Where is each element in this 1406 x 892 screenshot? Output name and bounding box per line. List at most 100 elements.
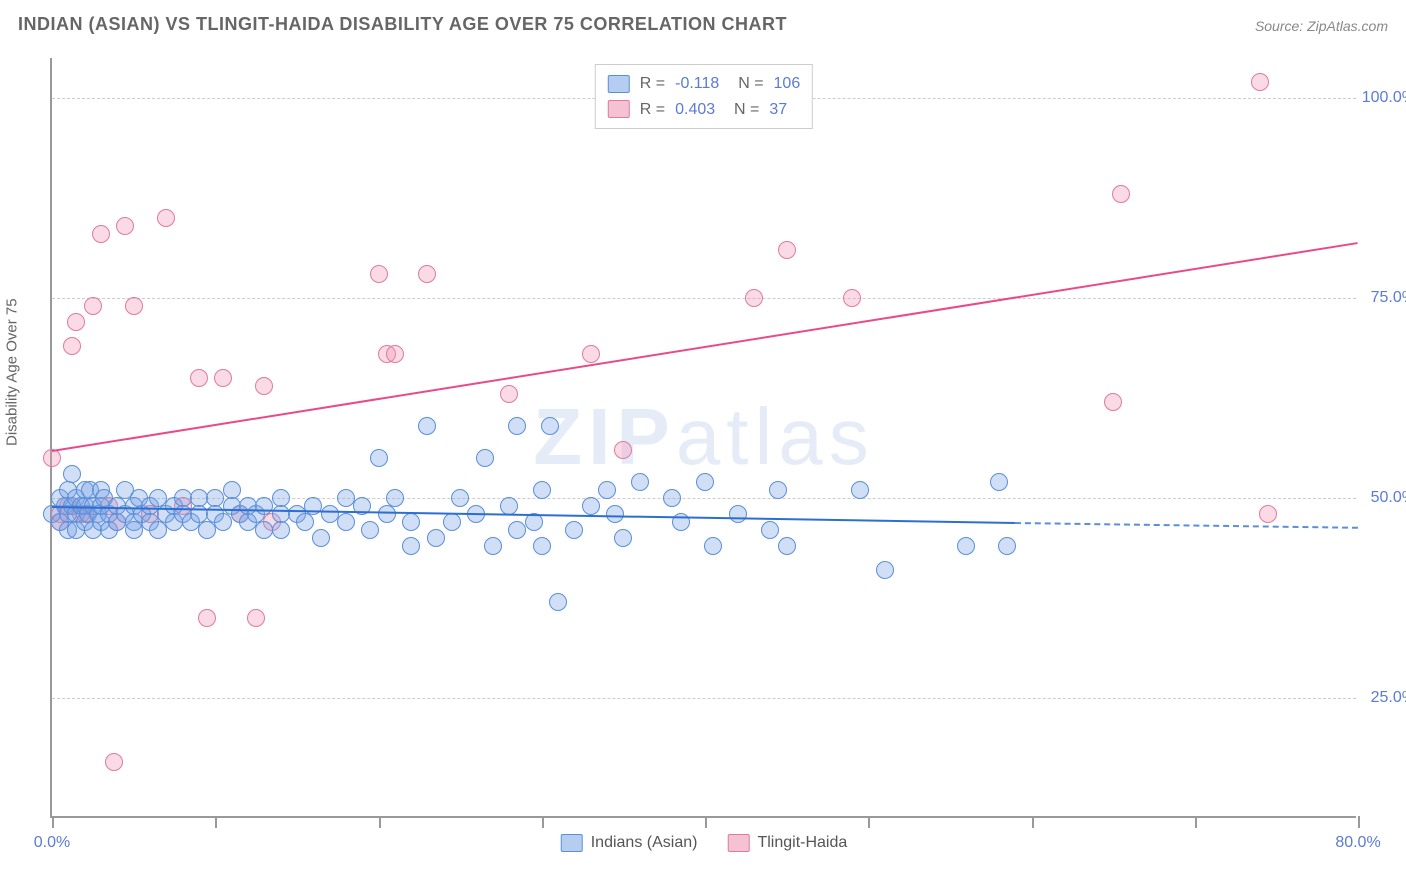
data-point xyxy=(116,217,134,235)
data-point xyxy=(508,417,526,435)
data-point xyxy=(255,521,273,539)
x-tick xyxy=(1358,816,1360,828)
r-value: -0.118 xyxy=(675,71,719,97)
data-point xyxy=(876,561,894,579)
y-tick-label: 100.0% xyxy=(1362,89,1406,107)
data-point xyxy=(541,417,559,435)
data-point xyxy=(370,265,388,283)
data-point xyxy=(484,537,502,555)
legend-item: Tlingit-Haida xyxy=(727,834,847,852)
series-name: Indians (Asian) xyxy=(591,834,698,852)
y-tick-label: 50.0% xyxy=(1371,489,1406,507)
x-tick xyxy=(868,816,870,828)
data-point xyxy=(337,489,355,507)
data-point xyxy=(157,209,175,227)
data-point xyxy=(614,441,632,459)
n-value: 37 xyxy=(769,97,787,123)
data-point xyxy=(451,489,469,507)
data-point xyxy=(296,513,314,531)
x-tick xyxy=(705,816,707,828)
data-point xyxy=(418,265,436,283)
data-point xyxy=(990,473,1008,491)
r-value: 0.403 xyxy=(675,97,715,123)
plot-area: ZIPatlas R = -0.118 N = 106 R = 0.403 N … xyxy=(50,58,1356,818)
data-point xyxy=(663,489,681,507)
data-point xyxy=(198,521,216,539)
data-point xyxy=(549,593,567,611)
data-point xyxy=(214,369,232,387)
data-point xyxy=(92,225,110,243)
gridline xyxy=(52,698,1356,699)
data-point xyxy=(533,537,551,555)
n-label: N = xyxy=(729,71,763,97)
data-point xyxy=(761,521,779,539)
data-point xyxy=(386,345,404,363)
data-point xyxy=(843,289,861,307)
data-point xyxy=(255,377,273,395)
data-point xyxy=(361,521,379,539)
x-tick xyxy=(542,816,544,828)
data-point xyxy=(1259,505,1277,523)
legend-stats: R = -0.118 N = 106 R = 0.403 N = 37 xyxy=(595,64,813,129)
data-point xyxy=(402,513,420,531)
data-point xyxy=(402,537,420,555)
data-point xyxy=(418,417,436,435)
data-point xyxy=(851,481,869,499)
data-point xyxy=(729,505,747,523)
trendline xyxy=(1015,522,1358,529)
data-point xyxy=(149,521,167,539)
trendline xyxy=(52,242,1358,452)
x-tick-label: 80.0% xyxy=(1335,834,1380,852)
data-point xyxy=(582,497,600,515)
data-point xyxy=(582,345,600,363)
data-point xyxy=(427,529,445,547)
data-point xyxy=(704,537,722,555)
data-point xyxy=(272,521,290,539)
data-point xyxy=(214,513,232,531)
data-point xyxy=(63,337,81,355)
data-point xyxy=(105,753,123,771)
gridline xyxy=(52,298,1356,299)
chart-title: INDIAN (ASIAN) VS TLINGIT-HAIDA DISABILI… xyxy=(18,14,1388,35)
data-point xyxy=(337,513,355,531)
data-point xyxy=(998,537,1016,555)
data-point xyxy=(1104,393,1122,411)
data-point xyxy=(500,497,518,515)
data-point xyxy=(67,313,85,331)
y-tick-label: 25.0% xyxy=(1371,689,1406,707)
data-point xyxy=(598,481,616,499)
data-point xyxy=(769,481,787,499)
data-point xyxy=(606,505,624,523)
r-label: R = xyxy=(640,71,665,97)
x-tick xyxy=(52,816,54,828)
n-label: N = xyxy=(725,97,759,123)
data-point xyxy=(745,289,763,307)
legend-series: Indians (Asian) Tlingit-Haida xyxy=(561,834,848,852)
legend-stats-row: R = 0.403 N = 37 xyxy=(608,97,800,123)
watermark: ZIPatlas xyxy=(533,391,874,483)
data-point xyxy=(198,609,216,627)
data-point xyxy=(614,529,632,547)
data-point xyxy=(565,521,583,539)
data-point xyxy=(533,481,551,499)
data-point xyxy=(1112,185,1130,203)
x-tick xyxy=(215,816,217,828)
y-tick-label: 75.0% xyxy=(1371,289,1406,307)
legend-item: Indians (Asian) xyxy=(561,834,698,852)
x-tick-label: 0.0% xyxy=(34,834,70,852)
source-label: Source: ZipAtlas.com xyxy=(1255,18,1388,34)
legend-stats-row: R = -0.118 N = 106 xyxy=(608,71,800,97)
data-point xyxy=(508,521,526,539)
data-point xyxy=(63,465,81,483)
data-point xyxy=(84,297,102,315)
r-label: R = xyxy=(640,97,665,123)
data-point xyxy=(223,481,241,499)
data-point xyxy=(247,609,265,627)
data-point xyxy=(1251,73,1269,91)
data-point xyxy=(778,241,796,259)
n-value: 106 xyxy=(774,71,801,97)
series-name: Tlingit-Haida xyxy=(757,834,847,852)
data-point xyxy=(386,489,404,507)
swatch-icon xyxy=(608,75,630,93)
data-point xyxy=(312,529,330,547)
